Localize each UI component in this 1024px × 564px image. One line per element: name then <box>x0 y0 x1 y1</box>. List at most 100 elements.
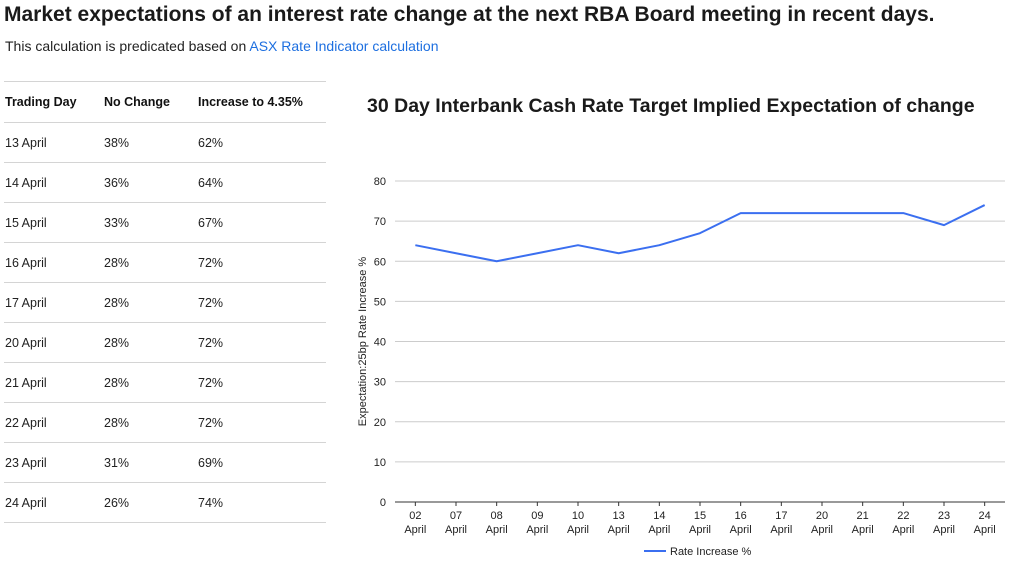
data-point <box>820 211 824 215</box>
x-tick-label-month: April <box>770 524 792 536</box>
data-point <box>413 243 417 247</box>
chart-title: 30 Day Interbank Cash Rate Target Implie… <box>367 95 975 117</box>
x-tick-label-month: April <box>974 524 996 536</box>
x-tick-label: 10 <box>572 510 584 522</box>
table-row: 23 April 31% 69% <box>4 442 326 483</box>
data-point <box>779 211 783 215</box>
cell-no-change: 28% <box>103 402 197 443</box>
x-tick-label-month: April <box>404 524 426 536</box>
y-tick-label: 0 <box>380 497 386 509</box>
x-tick-label: 16 <box>735 510 747 522</box>
cell-trading-day: 20 April <box>4 322 103 363</box>
x-tick-label: 15 <box>694 510 706 522</box>
x-tick-label-month: April <box>567 524 589 536</box>
cell-increase: 64% <box>197 162 326 203</box>
data-point <box>861 211 865 215</box>
x-tick-label-month: April <box>445 524 467 536</box>
legend-label: Rate Increase % <box>670 546 752 558</box>
page-title: Market expectations of an interest rate … <box>4 3 935 26</box>
cell-no-change: 28% <box>103 322 197 363</box>
intro-label: This calculation is predicated based on <box>5 38 250 54</box>
x-tick-label: 21 <box>857 510 869 522</box>
cell-no-change: 28% <box>103 362 197 403</box>
x-tick-label-month: April <box>608 524 630 536</box>
x-tick-label-month: April <box>486 524 508 536</box>
column-header-no-change: No Change <box>103 81 197 123</box>
y-tick-label: 80 <box>374 176 386 188</box>
cell-increase: 72% <box>197 322 326 363</box>
expectations-table: Trading Day No Change Increase to 4.35% … <box>4 81 326 523</box>
column-header-trading-day: Trading Day <box>4 81 103 123</box>
x-tick-label: 13 <box>613 510 625 522</box>
table-row: 22 April 28% 72% <box>4 402 326 443</box>
cell-trading-day: 22 April <box>4 402 103 443</box>
x-tick-label: 02 <box>409 510 421 522</box>
table-row: 15 April 33% 67% <box>4 202 326 243</box>
cell-increase: 72% <box>197 402 326 443</box>
cell-increase: 72% <box>197 282 326 323</box>
table-row: 20 April 28% 72% <box>4 322 326 363</box>
table-row: 17 April 28% 72% <box>4 282 326 323</box>
x-tick-label-month: April <box>730 524 752 536</box>
x-tick-label: 09 <box>531 510 543 522</box>
cell-increase: 67% <box>197 202 326 243</box>
cell-trading-day: 24 April <box>4 482 103 523</box>
intro-text: This calculation is predicated based on … <box>5 38 438 54</box>
x-tick-label: 14 <box>653 510 665 522</box>
cell-no-change: 38% <box>103 122 197 163</box>
table-row: 16 April 28% 72% <box>4 242 326 283</box>
data-point <box>454 251 458 255</box>
cell-trading-day: 15 April <box>4 202 103 243</box>
x-tick-label: 07 <box>450 510 462 522</box>
cell-no-change: 26% <box>103 482 197 523</box>
x-tick-label-month: April <box>811 524 833 536</box>
column-header-increase: Increase to 4.35% <box>197 81 326 123</box>
cell-trading-day: 23 April <box>4 442 103 483</box>
cell-no-change: 28% <box>103 282 197 323</box>
x-tick-label: 24 <box>979 510 991 522</box>
line-chart: 0 10 20 30 40 50 60 70 80 02 April 07 April 08 April 09… <box>357 176 1005 558</box>
y-tick-label: 20 <box>374 417 386 429</box>
data-point <box>739 211 743 215</box>
cell-increase: 72% <box>197 362 326 403</box>
cell-trading-day: 21 April <box>4 362 103 403</box>
x-tick-label-month: April <box>648 524 670 536</box>
table-row: 21 April 28% 72% <box>4 362 326 403</box>
data-point <box>535 251 539 255</box>
cell-trading-day: 14 April <box>4 162 103 203</box>
table-row: 24 April 26% 74% <box>4 482 326 523</box>
x-tick-label: 17 <box>775 510 787 522</box>
x-tick-label-month: April <box>689 524 711 536</box>
data-point <box>901 211 905 215</box>
cell-trading-day: 16 April <box>4 242 103 283</box>
cell-trading-day: 17 April <box>4 282 103 323</box>
cell-no-change: 28% <box>103 242 197 283</box>
cell-no-change: 33% <box>103 202 197 243</box>
table-header-row: Trading Day No Change Increase to 4.35% <box>4 81 326 123</box>
data-point <box>495 259 499 263</box>
y-tick-label: 40 <box>374 337 386 349</box>
y-tick-label: 30 <box>374 377 386 389</box>
asx-rate-indicator-link[interactable]: ASX Rate Indicator calculation <box>249 38 439 54</box>
x-tick-label-month: April <box>933 524 955 536</box>
x-tick-label: 20 <box>816 510 828 522</box>
data-point <box>657 243 661 247</box>
data-point <box>576 243 580 247</box>
data-point <box>698 231 702 235</box>
table-row: 13 April 38% 62% <box>4 122 326 163</box>
data-point <box>942 223 946 227</box>
x-tick-label: 22 <box>897 510 909 522</box>
y-tick-label: 50 <box>374 296 386 308</box>
cell-increase: 62% <box>197 122 326 163</box>
data-point <box>617 251 621 255</box>
x-tick-label: 08 <box>491 510 503 522</box>
cell-increase: 74% <box>197 482 326 523</box>
y-tick-label: 10 <box>374 457 386 469</box>
cell-increase: 69% <box>197 442 326 483</box>
data-point <box>983 203 987 207</box>
x-tick-label: 23 <box>938 510 950 522</box>
x-tick-label-month: April <box>526 524 548 536</box>
x-tick-label-month: April <box>892 524 914 536</box>
cell-no-change: 31% <box>103 442 197 483</box>
y-tick-label: 60 <box>374 256 386 268</box>
